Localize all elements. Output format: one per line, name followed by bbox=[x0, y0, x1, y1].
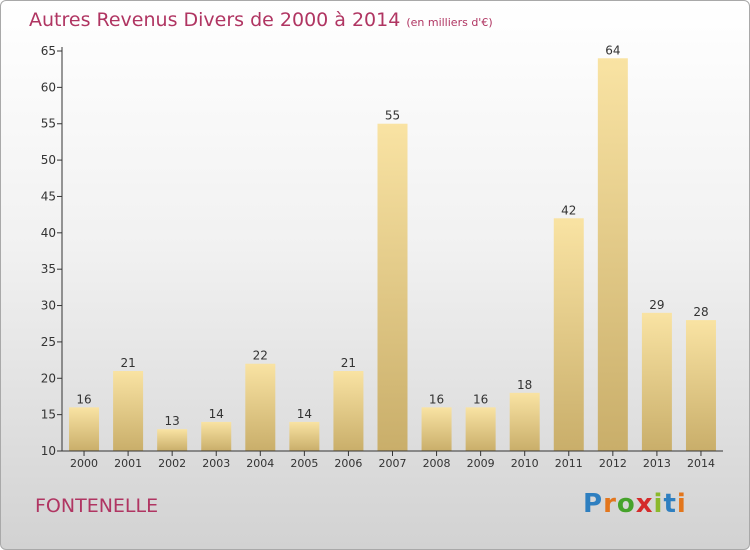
x-tick-label: 2010 bbox=[511, 457, 539, 470]
y-tick-label: 45 bbox=[41, 189, 56, 203]
data-label: 64 bbox=[605, 43, 620, 57]
proxiti-logo: Proxiti bbox=[583, 489, 687, 519]
logo-letter: r bbox=[603, 489, 617, 519]
bar bbox=[377, 123, 408, 452]
bar bbox=[245, 363, 276, 451]
bar bbox=[201, 421, 232, 451]
logo-letter: P bbox=[583, 489, 604, 519]
bar bbox=[69, 407, 100, 451]
bar bbox=[597, 58, 628, 451]
data-label: 13 bbox=[165, 414, 180, 428]
data-label: 14 bbox=[209, 407, 224, 421]
y-tick-label: 25 bbox=[41, 335, 56, 349]
y-tick-label: 60 bbox=[41, 80, 56, 94]
x-tick-label: 2008 bbox=[423, 457, 451, 470]
bar bbox=[157, 429, 188, 451]
chart-title-unit: (en milliers d'€) bbox=[406, 16, 493, 29]
bar bbox=[685, 320, 716, 451]
bar bbox=[113, 371, 144, 451]
data-label: 16 bbox=[76, 392, 91, 406]
data-label: 16 bbox=[473, 392, 488, 406]
logo-letter: x bbox=[635, 489, 654, 519]
chart-title-main: Autres Revenus Divers de 2000 à 2014 bbox=[29, 9, 401, 31]
bar bbox=[289, 421, 320, 451]
bars-layer bbox=[69, 58, 716, 452]
x-tick-label: 2002 bbox=[158, 457, 186, 470]
bar bbox=[641, 312, 672, 451]
x-tick-label: 2011 bbox=[555, 457, 583, 470]
data-label: 28 bbox=[693, 305, 708, 319]
data-label: 55 bbox=[385, 109, 400, 123]
y-tick-label: 55 bbox=[41, 117, 56, 131]
data-label: 16 bbox=[429, 392, 444, 406]
y-tick-label: 10 bbox=[41, 444, 56, 458]
logo-letter: i bbox=[653, 489, 664, 519]
logo-letter: t bbox=[663, 489, 677, 519]
x-tick-label: 2007 bbox=[379, 457, 407, 470]
data-label: 18 bbox=[517, 378, 532, 392]
data-label: 29 bbox=[649, 298, 664, 312]
x-tick-label: 2000 bbox=[70, 457, 98, 470]
y-tick-label: 50 bbox=[41, 153, 56, 167]
bar bbox=[509, 392, 540, 451]
y-tick-label: 65 bbox=[41, 44, 56, 58]
data-label: 14 bbox=[297, 407, 312, 421]
town-name: FONTENELLE bbox=[35, 495, 159, 517]
data-label: 21 bbox=[120, 356, 135, 370]
x-tick-label: 2009 bbox=[467, 457, 495, 470]
bar bbox=[333, 371, 364, 451]
y-tick-label: 15 bbox=[41, 408, 56, 422]
axes-layer bbox=[57, 47, 723, 456]
x-tick-label: 2006 bbox=[334, 457, 362, 470]
data-label: 22 bbox=[253, 349, 268, 363]
x-tick-label: 2004 bbox=[246, 457, 274, 470]
logo-letter: i bbox=[676, 489, 687, 519]
logo-letter: o bbox=[616, 489, 636, 519]
bar bbox=[465, 407, 496, 451]
x-tick-label: 2003 bbox=[202, 457, 230, 470]
x-tick-label: 2005 bbox=[290, 457, 318, 470]
data-label: 42 bbox=[561, 203, 576, 217]
x-tick-label: 2014 bbox=[687, 457, 715, 470]
bar bbox=[553, 218, 584, 451]
y-tick-label: 35 bbox=[41, 262, 56, 276]
y-tick-label: 20 bbox=[41, 371, 56, 385]
y-tick-label: 30 bbox=[41, 299, 56, 313]
x-tick-label: 2001 bbox=[114, 457, 142, 470]
labels-layer: 16 2000 21 2001 13 2002 14 2003 22 2004 14 2005 21 20… bbox=[41, 43, 715, 470]
data-label: 21 bbox=[341, 356, 356, 370]
x-tick-label: 2012 bbox=[599, 457, 627, 470]
chart-title: Autres Revenus Divers de 2000 à 2014 (en … bbox=[29, 9, 493, 31]
x-tick-label: 2013 bbox=[643, 457, 671, 470]
bar bbox=[421, 407, 452, 451]
y-tick-label: 40 bbox=[41, 226, 56, 240]
